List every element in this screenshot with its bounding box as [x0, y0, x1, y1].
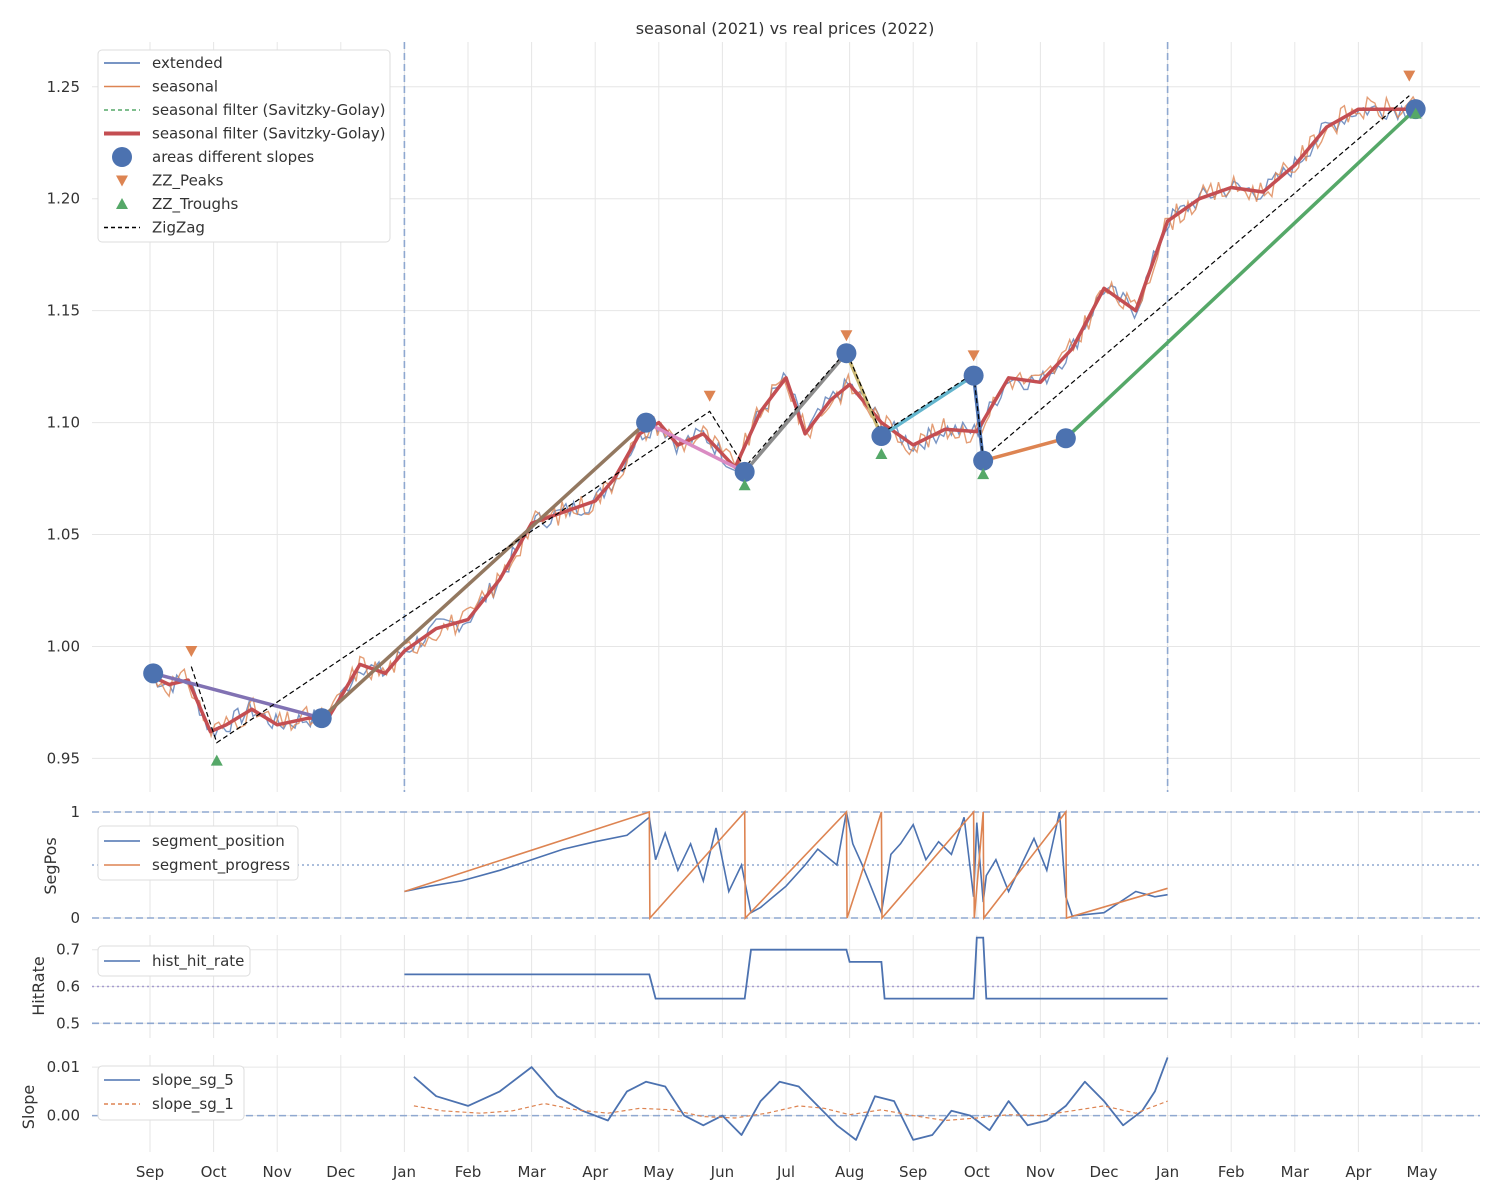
y-tick-label: 0.7 — [56, 941, 80, 959]
series-zigzag — [190, 95, 1410, 744]
series-segment-position — [404, 811, 1168, 917]
zz-peak-marker — [840, 330, 853, 342]
series-slope-sg-1 — [413, 1100, 1168, 1122]
y-tick-label: 1.20 — [47, 190, 80, 208]
x-tick-label: Sep — [136, 1163, 164, 1181]
x-tick-label: Apr — [1345, 1163, 1372, 1181]
x-tick-label: Oct — [964, 1163, 990, 1181]
segpos-ylabel: SegPos — [41, 837, 60, 894]
legend-swatch — [116, 198, 128, 209]
x-tick-label: Apr — [582, 1163, 609, 1181]
x-tick-label: Jan — [1155, 1163, 1179, 1181]
area-point — [836, 343, 857, 364]
x-tick-label: May — [1406, 1163, 1437, 1181]
y-tick-label: 0.5 — [56, 1014, 80, 1032]
slope-segment — [743, 352, 848, 474]
area-point — [143, 663, 164, 684]
x-tick-label: Oct — [201, 1163, 227, 1181]
area-point — [734, 461, 755, 482]
legend-label: ZZ_Peaks — [152, 172, 224, 191]
area-point — [1055, 428, 1076, 449]
zz-peak-marker — [967, 350, 980, 362]
zz-trough-marker — [977, 468, 990, 480]
x-axis-ticks: Sep Oct Nov Dec Jan Feb Mar Apr May Jun Jul Aug Sep O… — [136, 1163, 1438, 1181]
zz-peak-marker — [185, 645, 198, 657]
x-tick-label: Feb — [455, 1163, 482, 1181]
y-tick-label: 0.95 — [47, 749, 80, 767]
y-tick-label: 1.25 — [47, 78, 80, 96]
chart-marks — [92, 42, 1480, 1141]
x-tick-label: Feb — [1218, 1163, 1245, 1181]
y-tick-label: 0.00 — [47, 1107, 80, 1125]
y-tick-label: 1.05 — [47, 526, 80, 544]
area-point — [973, 450, 994, 471]
x-tick-label: Aug — [835, 1163, 864, 1181]
x-tick-label: Nov — [263, 1163, 292, 1181]
zz-trough-marker — [875, 447, 888, 459]
x-tick-label: May — [643, 1163, 674, 1181]
legend-label: segment_position — [152, 832, 285, 851]
area-point — [871, 426, 892, 447]
x-tick-label: Nov — [1026, 1163, 1055, 1181]
x-tick-label: Dec — [326, 1163, 355, 1181]
legend-label: extended — [152, 54, 223, 72]
y-tick-label: 1.15 — [47, 302, 80, 320]
x-tick-label: Jul — [776, 1163, 795, 1181]
series-seasonal — [149, 95, 1422, 739]
slope-ylabel: Slope — [19, 1085, 38, 1129]
x-tick-label: Mar — [1281, 1163, 1310, 1181]
x-tick-label: Mar — [517, 1163, 546, 1181]
series-hist-hit-rate — [404, 936, 1168, 1000]
series-slope-sg-5 — [413, 1057, 1169, 1141]
slope-segment — [880, 374, 975, 438]
x-tick-label: Jun — [710, 1163, 734, 1181]
zz-trough-marker — [210, 754, 223, 766]
zz-peak-marker — [703, 390, 716, 402]
segpos-legend: segment_position segment_progress — [97, 825, 299, 881]
hitrate-legend: hist_hit_rate — [97, 945, 251, 977]
slope-legend: slope_sg_5 slope_sg_1 — [97, 1065, 245, 1121]
legend-label: ZigZag — [152, 219, 205, 237]
x-tick-label: Sep — [899, 1163, 927, 1181]
y-tick-label: 1.00 — [47, 637, 80, 655]
chart-title: seasonal (2021) vs real prices (2022) — [636, 19, 935, 38]
series-segment-progress — [404, 809, 1168, 921]
legend-label: seasonal filter (Savitzky-Golay) — [152, 125, 386, 143]
slope-segment — [844, 352, 884, 437]
zz-trough-marker — [1409, 107, 1422, 119]
legend-label: seasonal — [152, 78, 218, 96]
main-legend: extended seasonal seasonal filter (Savitzk… — [97, 49, 391, 243]
zz-trough-marker — [738, 479, 751, 491]
y-tick-label: 1.10 — [47, 414, 80, 432]
y-tick-label: 1 — [70, 803, 80, 821]
slope-segment — [982, 436, 1067, 463]
legend-label: areas different slopes — [152, 148, 314, 166]
slope-segment — [645, 421, 746, 474]
slope-segment — [1064, 107, 1417, 440]
legend-label: segment_progress — [152, 856, 290, 875]
legend-label: seasonal filter (Savitzky-Golay) — [152, 101, 386, 119]
x-tick-label: Dec — [1089, 1163, 1118, 1181]
x-tick-label: Jan — [392, 1163, 416, 1181]
legend-label: hist_hit_rate — [152, 952, 244, 971]
slope-grid: 0.00 0.01 — [47, 1055, 1480, 1152]
legend-label: ZZ_Troughs — [152, 195, 239, 214]
area-point — [636, 412, 657, 433]
y-tick-label: 0.01 — [47, 1058, 80, 1076]
zz-peak-marker — [1403, 70, 1416, 82]
slope-segment — [320, 421, 648, 720]
hitrate-ylabel: HitRate — [29, 956, 48, 1015]
y-tick-label: 0.6 — [56, 978, 80, 996]
legend-label: slope_sg_1 — [152, 1095, 234, 1114]
y-tick-label: 0 — [70, 909, 80, 927]
area-point — [311, 708, 332, 729]
slope-segment — [152, 671, 323, 720]
legend-swatch — [112, 147, 132, 167]
legend-label: slope_sg_5 — [152, 1071, 234, 1090]
legend-swatch — [116, 175, 128, 187]
area-point — [963, 365, 984, 386]
